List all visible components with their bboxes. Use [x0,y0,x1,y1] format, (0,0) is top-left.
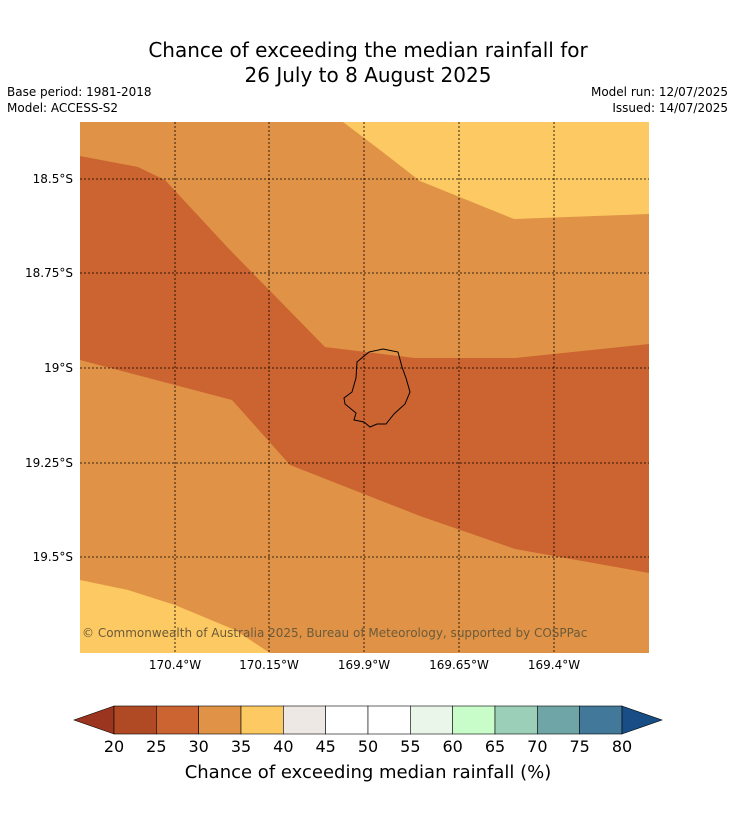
colorbar-cell [113,705,157,735]
colorbar-cell [494,705,538,735]
colorbar-cell [452,705,496,735]
lon-label: 169.9°W [338,658,390,672]
colorbar-cell [367,705,411,735]
lon-label: 169.65°W [429,658,489,672]
colorbar-label: Chance of exceeding median rainfall (%) [184,762,552,783]
colorbar-tick-label: 35 [231,737,251,756]
lat-label: 19.25°S [25,456,73,470]
lat-label: 18.75°S [25,266,73,280]
colorbar-cell [537,705,580,735]
colorbar-tick-label: 70 [527,737,547,756]
zone-35-40-top [343,122,649,219]
colorbar-under-arrow [73,705,115,735]
colorbar-tick-label: 30 [188,737,208,756]
colorbar-tick-label: 65 [485,737,505,756]
island-outline [343,348,411,428]
colorbar-over-arrow [621,705,663,735]
colorbar-cells [113,705,623,735]
lon-axis: 170.4°W 170.15°W 169.9°W 169.65°W 169.4°… [149,658,580,672]
colorbar-cell [579,705,623,735]
colorbar-cell [198,705,242,735]
lon-label: 170.15°W [239,658,299,672]
lon-label: 170.4°W [149,658,201,672]
colorbar-tick-label: 25 [146,737,166,756]
meta-left: Base period: 1981-2018 Model: ACCESS-S2 [7,84,152,116]
colorbar-tick-label: 40 [273,737,293,756]
colorbar-tick-label: 45 [315,737,335,756]
zone-25-30 [80,156,649,573]
issued-date: Issued: 14/07/2025 [612,101,728,115]
colorbar-cell [325,705,369,735]
colorbar-tick-label: 55 [400,737,420,756]
lat-label: 18.5°S [33,172,73,186]
colorbar: 20 25 30 35 40 45 50 55 60 65 70 75 80 [73,705,663,756]
lat-label: 19.5°S [33,550,73,564]
colorbar-cell [240,705,284,735]
colorbar-tick-label: 75 [569,737,589,756]
colorbar-tick-label: 50 [358,737,378,756]
colorbar-ticks: 20 25 30 35 40 45 50 55 60 65 70 75 80 [104,737,632,756]
colorbar-tick-label: 60 [442,737,462,756]
colorbar-tick-label: 80 [612,737,632,756]
lat-label: 19°S [44,361,73,375]
model-run: Model run: 12/07/2025 [590,85,728,99]
colorbar-cell [156,705,199,735]
graticule [80,122,649,653]
model-name: Model: ACCESS-S2 [7,101,119,115]
map-panel [80,122,649,653]
map-title: Chance of exceeding the median rainfall … [0,38,736,88]
base-period: Base period: 1981-2018 [7,85,152,99]
lon-label: 169.4°W [528,658,580,672]
meta-right: Model run: 12/07/2025 Issued: 14/07/2025 [591,84,728,116]
colorbar-tick-label: 20 [104,737,124,756]
title-line-2: 26 July to 8 August 2025 [244,63,492,87]
zone-35-40-bottom [80,580,270,653]
colorbar-cell [283,705,326,735]
lat-axis: 18.5°S 18.75°S 19°S 19.25°S 19.5°S [25,172,73,564]
copyright-notice: © Commonwealth of Australia 2025, Bureau… [82,626,588,640]
title-line-1: Chance of exceeding the median rainfall … [148,38,588,62]
colorbar-cell [410,705,453,735]
